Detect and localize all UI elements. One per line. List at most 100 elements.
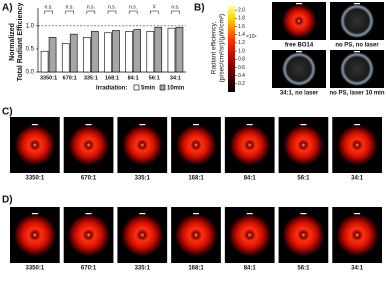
legend-label: 5min — [141, 86, 155, 92]
panel-label: B) — [194, 3, 205, 14]
well-image — [14, 125, 55, 165]
scale-bar — [85, 124, 92, 126]
image-label: 3350:1 — [26, 266, 45, 272]
bar — [48, 37, 57, 73]
significance-label: n.s. — [129, 4, 137, 10]
scale-bar — [193, 213, 199, 215]
image-label: no PS, laser 10 min — [329, 91, 384, 97]
bar — [69, 33, 78, 73]
significance-bracket — [44, 10, 53, 14]
scale-bar — [354, 124, 361, 126]
image-label: 335:1 — [135, 176, 151, 182]
image-label: 84:1 — [244, 176, 257, 182]
image-label: 168:1 — [188, 266, 204, 272]
scale-bar — [246, 124, 253, 126]
significance-bracket — [65, 10, 74, 14]
scale-bar — [31, 213, 38, 215]
bar — [91, 31, 99, 73]
colorbar-tick-label: 0.2 — [238, 81, 245, 87]
colorbar-label: Radiant efficiency, — [211, 22, 218, 75]
scale-bar — [300, 124, 307, 126]
well-image — [283, 125, 324, 165]
colorbar-label: (p/sec/cm²/sr)/(μW/cm²) — [219, 14, 226, 82]
panel-label: C) — [2, 107, 13, 118]
well-image — [282, 214, 325, 256]
significance-bracket — [171, 10, 180, 14]
well-image — [122, 125, 163, 165]
colorbar-tick-label: 1.8 — [238, 16, 245, 22]
scale-bar — [296, 51, 302, 53]
scale-bar — [300, 213, 307, 215]
bar — [175, 26, 184, 73]
well-image — [282, 52, 316, 86]
bar — [112, 30, 120, 73]
bar — [146, 31, 155, 73]
well-image — [340, 52, 374, 86]
significance-bracket — [86, 10, 96, 14]
x-tick-label: 335:1 — [84, 75, 98, 81]
scale-bar — [246, 213, 253, 215]
scale-bar — [296, 3, 302, 5]
significance-bracket — [107, 10, 117, 14]
image-label: 56:1 — [297, 266, 310, 272]
colorbar-tick-label: 0.6 — [238, 65, 245, 71]
significance-label: n.s. — [87, 4, 95, 10]
bar — [154, 26, 163, 73]
bar — [104, 32, 112, 73]
significance-label: # — [153, 4, 156, 10]
colorbar — [228, 6, 235, 92]
significance-label: n.s. — [45, 4, 53, 10]
legend-label: 10min — [167, 86, 185, 92]
x-tick-label: 84:1 — [128, 75, 139, 81]
image-label: 670:1 — [81, 176, 97, 182]
image-label: 84:1 — [244, 266, 257, 272]
panel-label: A) — [2, 3, 13, 14]
significance-label: n.s. — [171, 4, 179, 10]
x-tick-label: 670:1 — [63, 75, 77, 81]
y-axis-label: Normalized — [9, 23, 16, 61]
x-tick-label: 3350:1 — [40, 75, 57, 81]
well-image — [13, 214, 56, 256]
image-label: 34:1 — [351, 176, 364, 182]
image-label: 3350:1 — [26, 176, 45, 182]
image-label: 34:1 — [351, 266, 364, 272]
image-label: 34:1, no laser — [280, 91, 319, 97]
well-image — [121, 214, 164, 256]
image-label: no PS, no laser — [335, 43, 379, 49]
colorbar-tick-label: 1.2 — [238, 40, 245, 46]
y-tick-label: 1.0 — [26, 23, 35, 29]
well-image — [337, 125, 378, 165]
well-image — [340, 4, 374, 38]
legend-title: Irradiation: — [96, 86, 127, 92]
x-tick-label: 168:1 — [105, 75, 119, 81]
significance-bracket — [150, 10, 159, 14]
scale-bar — [193, 124, 199, 126]
bar — [83, 37, 91, 73]
scale-bar — [354, 51, 360, 53]
bar — [167, 27, 176, 73]
bar — [133, 29, 141, 73]
colorbar-tick-label: 2.0 — [238, 7, 245, 13]
significance-label: n.s. — [66, 4, 74, 10]
bar — [125, 31, 133, 73]
well-image — [336, 214, 379, 256]
colorbar-tick-label: 0.8 — [238, 57, 245, 63]
well-image — [175, 214, 217, 256]
well-image — [228, 214, 271, 256]
y-tick-label: 0.0 — [26, 70, 35, 76]
x-tick-label: 56:1 — [149, 75, 160, 81]
bar — [40, 50, 49, 73]
well-image — [68, 125, 109, 165]
significance-label: n.s. — [108, 4, 116, 10]
scale-bar — [85, 213, 92, 215]
image-label: 168:1 — [188, 176, 204, 182]
well-image — [67, 214, 110, 256]
colorbar-tick-label: 1.4 — [238, 32, 245, 38]
y-axis-label: Total Radiant Efficiency — [17, 2, 24, 81]
image-label: 670:1 — [81, 266, 97, 272]
significance-bracket — [128, 10, 138, 14]
scale-bar — [354, 3, 360, 5]
scale-bar — [139, 213, 146, 215]
y-tick-label: 0.5 — [26, 47, 35, 53]
legend-swatch — [159, 84, 166, 91]
